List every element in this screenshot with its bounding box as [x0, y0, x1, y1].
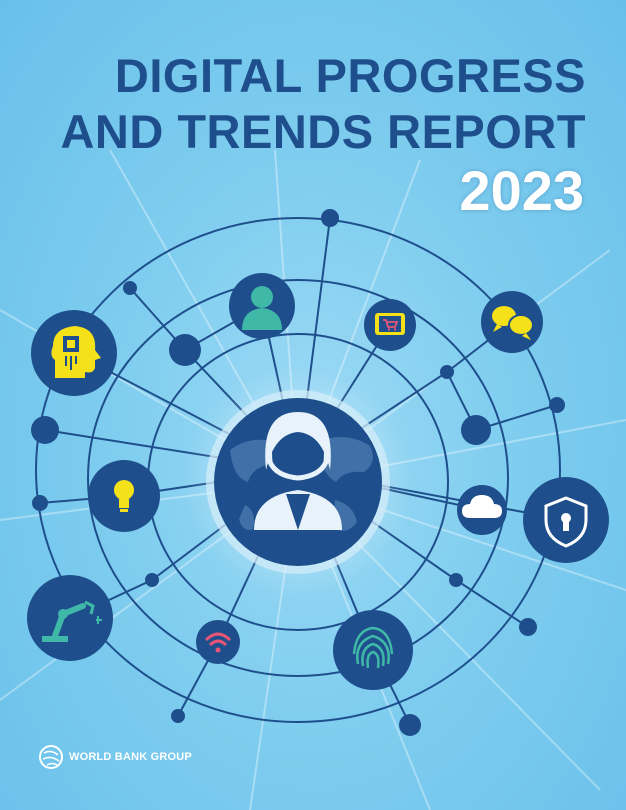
lightbulb-icon	[88, 460, 160, 532]
world-bank-group-logo: WORLD BANK GROUP	[38, 744, 192, 770]
chat-bubbles-icon	[481, 291, 543, 353]
report-title: DIGITAL PROGRESS AND TRENDS REPORT	[60, 48, 586, 160]
report-year: 2023	[459, 159, 584, 222]
ai-head-chip-icon	[31, 310, 117, 396]
title-line-1: DIGITAL PROGRESS	[114, 49, 586, 102]
central-person-icon	[254, 412, 342, 530]
security-shield-icon	[523, 477, 609, 563]
central-hub	[183, 367, 413, 597]
title-line-2: AND TRENDS REPORT	[60, 105, 586, 158]
publisher-name: WORLD BANK GROUP	[69, 751, 192, 763]
tablet-cart-icon	[364, 299, 416, 351]
globe-map-icon	[230, 437, 373, 531]
world-bank-globe-icon	[39, 745, 63, 769]
person-icon	[229, 273, 295, 339]
robot-arm-icon	[27, 575, 113, 661]
cloud-icon	[457, 485, 507, 535]
fingerprint-icon	[333, 610, 413, 690]
network-junction-dots	[31, 209, 565, 736]
wifi-icon	[196, 620, 240, 664]
